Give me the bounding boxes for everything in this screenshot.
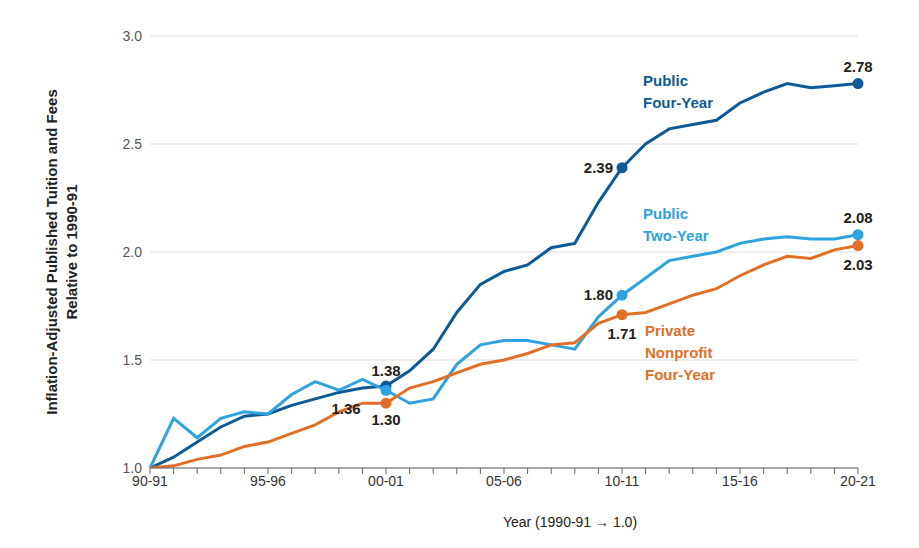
svg-text:1.80: 1.80 <box>584 286 613 303</box>
svg-text:90-91: 90-91 <box>132 472 168 489</box>
svg-text:2.08: 2.08 <box>843 209 872 226</box>
svg-text:3.0: 3.0 <box>123 28 143 44</box>
svg-text:1.36: 1.36 <box>331 400 360 417</box>
svg-text:20-21: 20-21 <box>840 473 876 489</box>
svg-text:00-01: 00-01 <box>368 473 404 489</box>
svg-text:15-16: 15-16 <box>722 473 758 489</box>
svg-text:2.78: 2.78 <box>843 58 872 75</box>
svg-text:1.30: 1.30 <box>371 411 400 428</box>
svg-text:2.39: 2.39 <box>584 159 613 176</box>
svg-text:2.5: 2.5 <box>123 136 143 152</box>
svg-text:1.71: 1.71 <box>607 325 636 342</box>
svg-text:2.0: 2.0 <box>123 244 143 260</box>
svg-text:Inflation-Adjusted Published T: Inflation-Adjusted Published Tuition and… <box>43 89 80 415</box>
svg-text:10-11: 10-11 <box>605 473 640 489</box>
svg-text:PrivateNonprofitFour-Year: PrivateNonprofitFour-Year <box>645 322 715 383</box>
svg-text:PublicFour-Year: PublicFour-Year <box>643 72 713 111</box>
svg-text:2.03: 2.03 <box>843 256 872 273</box>
svg-text:1.38: 1.38 <box>371 362 400 379</box>
svg-text:05-06: 05-06 <box>486 473 522 489</box>
svg-text:1.0: 1.0 <box>123 460 143 476</box>
svg-text:Year (1990-91 → 1.0): Year (1990-91 → 1.0) <box>503 514 637 530</box>
svg-text:95-96: 95-96 <box>250 473 286 489</box>
svg-text:1.5: 1.5 <box>123 352 143 368</box>
svg-text:PublicTwo-Year: PublicTwo-Year <box>643 205 709 244</box>
